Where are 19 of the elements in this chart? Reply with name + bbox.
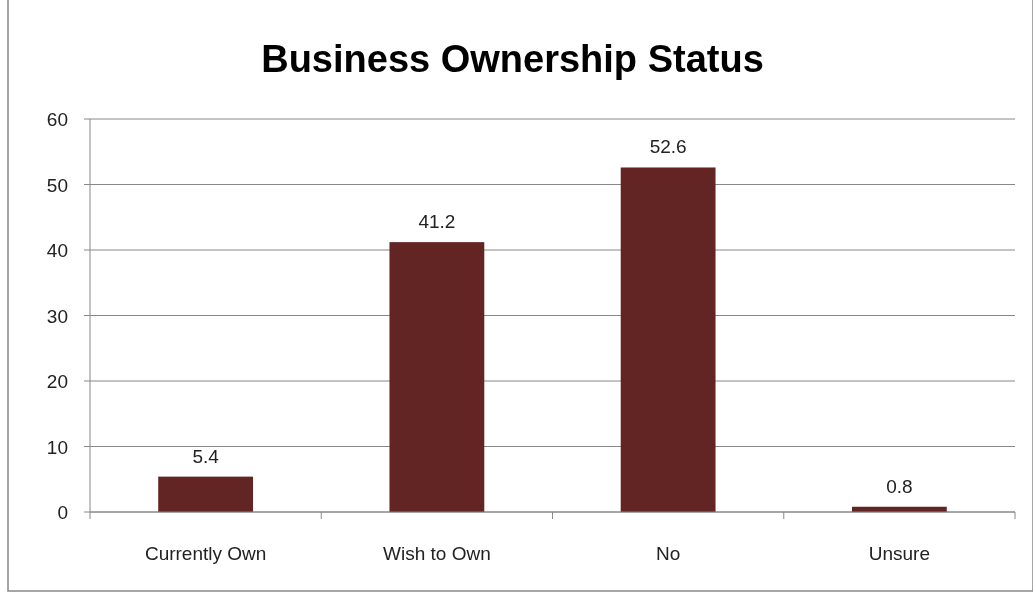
data-label: 52.6 [649,136,687,158]
y-tick-label: 10 [46,436,68,458]
data-label: 41.2 [418,211,456,233]
bar [158,476,254,512]
y-tick-label: 30 [46,305,68,327]
x-tick-label: Currently Own [144,543,267,564]
data-label: 0.8 [886,475,913,497]
y-tick-label: 0 [57,502,68,523]
bar [620,167,716,512]
x-tick-label: No [655,543,681,564]
x-tick-label: Unsure [868,543,930,564]
data-label: 5.4 [192,445,220,467]
y-tick-label: 40 [46,240,68,261]
y-tick-label: 20 [46,371,68,392]
chart-title: Business Ownership Status [261,38,764,80]
y-tick-label: 50 [46,174,68,196]
x-tick-label: Wish to Own [383,543,491,564]
bar [389,242,485,512]
y-tick-label: 60 [46,109,68,130]
